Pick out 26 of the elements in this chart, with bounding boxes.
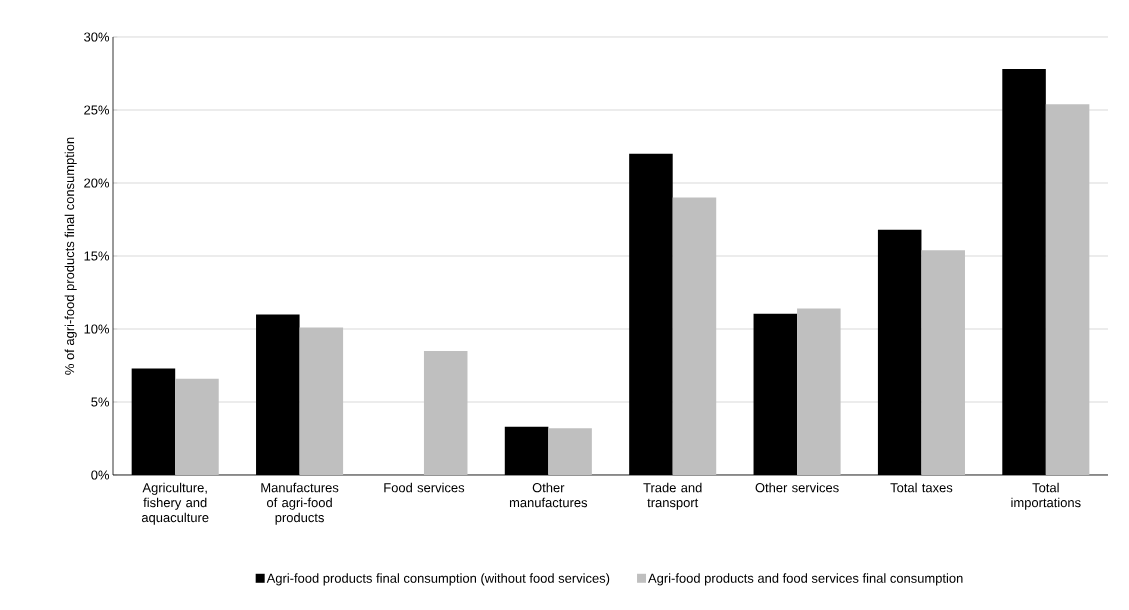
y-tick-label: 15% bbox=[84, 251, 110, 261]
bar bbox=[672, 197, 717, 475]
bar bbox=[175, 378, 219, 475]
y-tick-label: 20% bbox=[84, 178, 110, 188]
legend-label: Agri-food products and food services final consumption bbox=[648, 573, 963, 586]
y-tick-label: 25% bbox=[84, 105, 110, 115]
y-tick-label: 30% bbox=[84, 32, 110, 42]
x-tick-label: Agriculture, fishery and aquaculture bbox=[141, 482, 209, 525]
bar bbox=[548, 428, 592, 475]
y-tick-label: 0% bbox=[91, 470, 110, 480]
y-tick-label: 10% bbox=[84, 324, 110, 334]
x-tick-label: Total importations bbox=[1011, 482, 1081, 510]
bar bbox=[797, 308, 841, 475]
y-tick-label: 5% bbox=[91, 397, 110, 407]
bar bbox=[299, 327, 344, 475]
bar bbox=[921, 250, 965, 475]
x-tick-label: Other services bbox=[755, 482, 839, 493]
x-tick-label: Food services bbox=[384, 482, 465, 493]
x-tick-label: Other manufactures bbox=[509, 482, 588, 508]
x-tick-label: Total taxes bbox=[890, 482, 953, 493]
x-tick-label: Manufactures of agri-food products bbox=[261, 482, 339, 525]
bar bbox=[1045, 104, 1090, 475]
x-tick-label: Trade and transport bbox=[643, 482, 702, 510]
bar bbox=[423, 350, 468, 475]
legend-label: Agri-food products final consumption (without food services) bbox=[266, 573, 610, 586]
y-axis-title: % of agri-food products final consumption bbox=[64, 137, 77, 375]
